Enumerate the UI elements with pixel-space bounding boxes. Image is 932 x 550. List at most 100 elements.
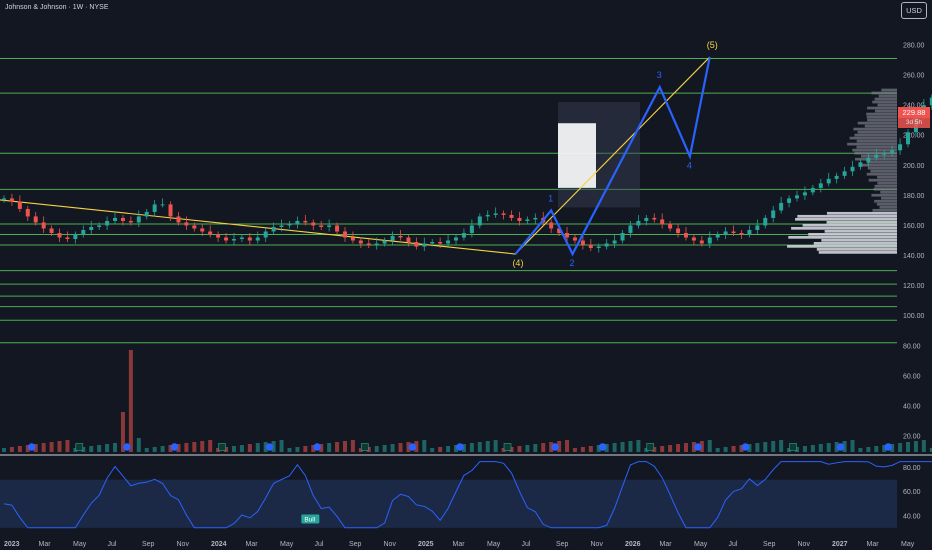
candle-body	[493, 213, 498, 215]
volume-bar	[565, 440, 570, 452]
candle-body	[208, 231, 213, 235]
time-tick-label: 2026	[625, 541, 641, 548]
time-tick-label: Sep	[349, 541, 362, 548]
candle-body	[882, 153, 887, 155]
candle-body	[25, 208, 30, 217]
candle-body	[787, 198, 792, 203]
candle-body	[461, 232, 466, 238]
candle-body	[509, 214, 514, 218]
price-tick-label: 220.00	[903, 133, 925, 140]
profile-bar	[797, 214, 897, 218]
profile-bar	[874, 109, 897, 113]
volume-bar	[406, 442, 411, 452]
wave-label: 3	[657, 70, 662, 80]
profile-bar	[795, 217, 897, 221]
candle-body	[676, 228, 681, 233]
profile-bar	[880, 190, 897, 194]
profile-bar	[849, 136, 897, 140]
volume-bar	[160, 446, 165, 452]
candle-body	[446, 240, 451, 244]
profile-bar	[791, 226, 897, 230]
candle-body	[469, 225, 474, 233]
candle-body	[398, 235, 403, 238]
currency-button[interactable]: USD	[901, 2, 927, 19]
time-tick-label: Sep	[556, 541, 569, 548]
time-tick-label: May	[694, 541, 708, 548]
volume-bar	[271, 441, 276, 452]
candle-body	[200, 228, 205, 232]
volume-bar	[208, 440, 213, 452]
time-tick-label: Jul	[522, 541, 531, 548]
candle-body	[231, 239, 236, 241]
dividend-icon	[836, 443, 845, 451]
candle-body	[644, 217, 649, 221]
candle-body	[192, 225, 197, 229]
volume-bar	[41, 443, 46, 452]
volume-bar	[628, 441, 633, 452]
profile-bar	[871, 91, 897, 95]
rsi-tick-label: 60.00	[903, 489, 921, 496]
candle-body	[660, 219, 665, 224]
volume-bar	[929, 448, 932, 452]
candle-body	[557, 228, 562, 233]
time-tick-label: Mar	[867, 541, 880, 548]
volume-bar	[795, 447, 799, 452]
price-tick-label: 280.00	[903, 43, 925, 50]
rsi-tick-label: 80.00	[903, 465, 921, 472]
trend-lines	[0, 56, 711, 255]
candle-body	[842, 171, 847, 176]
candle-body	[866, 157, 871, 163]
volume-bar	[168, 445, 173, 452]
candle-body	[818, 183, 823, 188]
volume-bar	[549, 442, 554, 452]
volume-bar	[200, 441, 205, 452]
profile-bar	[866, 115, 897, 119]
volume-bar	[763, 442, 768, 452]
volume-bar	[454, 445, 459, 452]
volume-bar	[747, 444, 752, 452]
volume-bar	[176, 444, 181, 452]
earnings-icon	[789, 443, 797, 451]
volume-bar	[485, 441, 490, 452]
volume-bar	[620, 442, 625, 452]
candle-body	[136, 216, 141, 223]
volume-bar	[509, 447, 514, 452]
volume-bar	[818, 444, 823, 452]
volume-bar	[890, 444, 895, 452]
time-tick-label: May	[901, 541, 915, 548]
candle-body	[826, 178, 831, 184]
candle-body	[327, 225, 332, 227]
volume-bar	[192, 442, 197, 452]
time-axis: 2023 Mar May Jul Sep Nov 2024 Mar May Jul Sep Nov 20…	[4, 541, 915, 548]
candle-body	[525, 219, 530, 221]
volume-bar	[906, 442, 911, 452]
candle-body	[580, 240, 585, 246]
profile-bar	[881, 88, 897, 92]
candle-body	[906, 132, 911, 145]
volume-bar	[247, 444, 252, 452]
volume-bar	[446, 446, 451, 452]
profile-bar	[866, 112, 897, 116]
volume-bar	[707, 440, 712, 452]
wave-path	[514, 56, 711, 257]
candle-body	[620, 232, 625, 241]
candle-body	[390, 235, 395, 241]
price-tick-label: 120.00	[903, 283, 925, 290]
volume-bar	[327, 443, 332, 452]
profile-bar	[872, 208, 897, 212]
candle-body	[335, 225, 340, 232]
volume-bar	[2, 448, 6, 452]
profile-bar	[877, 181, 897, 185]
candle-body	[731, 231, 736, 233]
time-tick-label: 2024	[211, 541, 227, 548]
candle-body	[382, 240, 387, 244]
volume-bar	[350, 440, 355, 452]
volume-bar	[755, 443, 760, 452]
volume-bar	[390, 444, 395, 452]
candle-body	[17, 201, 22, 209]
volume-bar	[779, 440, 784, 452]
volume-bar	[422, 440, 427, 452]
candle-body	[271, 226, 276, 232]
candle-body	[295, 220, 300, 224]
